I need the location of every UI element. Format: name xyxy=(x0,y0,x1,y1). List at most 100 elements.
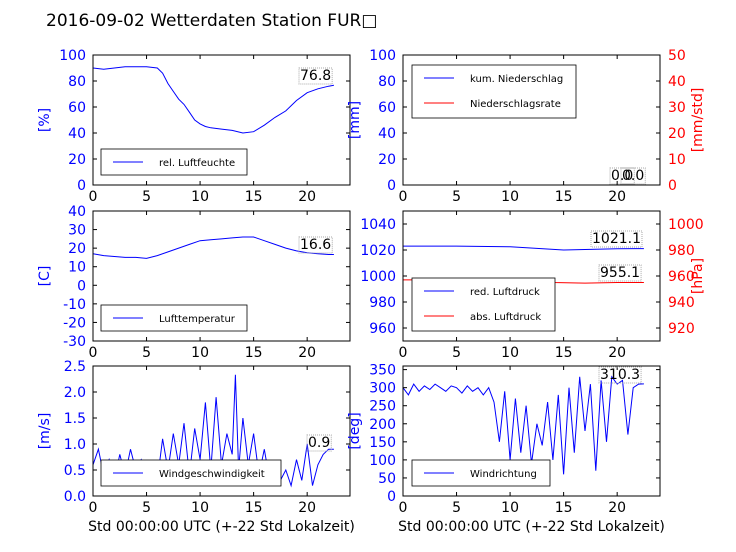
value-box xyxy=(590,230,643,248)
legend: rel. Luftfeuchte xyxy=(100,148,248,176)
legend: red. Luftdruck abs. Luftdruck xyxy=(411,277,556,332)
chart-humidity: 0 5 10 15 20 0 20 40 60 80 100 [%] 76.8 rel. Luftfeuc… xyxy=(37,48,351,205)
x-tick-label: 20 xyxy=(298,189,316,205)
y-tick-label: 0 xyxy=(77,278,86,294)
current-value-label: 310.3 xyxy=(600,367,640,383)
current-value-label: 0.0 xyxy=(622,168,644,184)
y2-tick-label: 940 xyxy=(668,295,695,311)
plot-frame xyxy=(92,210,351,342)
y2-tick-label: 0 xyxy=(668,178,677,194)
chart-precip: 0 5 10 15 20 0 20 40 60 80 100 0 10 20 30 40 50 [mm] [mm/s… xyxy=(347,48,706,205)
legend-box xyxy=(411,277,556,332)
x-axis-label: Std 00:00:00 UTC (+-22 Std Lokalzeit) xyxy=(398,519,665,535)
x-tick-label: 10 xyxy=(501,189,519,205)
x-tick-label: 5 xyxy=(142,500,151,516)
legend-entry: red. Luftdruck xyxy=(470,287,540,298)
x-tick-label: 15 xyxy=(245,500,263,516)
y-tick-label: -20 xyxy=(63,315,86,331)
plot-frame xyxy=(402,54,661,186)
current-value-label: 0.9 xyxy=(308,435,330,451)
x-tick-label: 20 xyxy=(608,345,626,361)
y2-tick-label: 920 xyxy=(668,321,695,337)
y-tick-label: 2.0 xyxy=(64,385,86,401)
y-tick-label: 0.5 xyxy=(64,463,86,479)
y-tick-label: 100 xyxy=(59,48,86,64)
y-tick-label: 60 xyxy=(378,100,396,116)
x-tick-label: 15 xyxy=(245,345,263,361)
y2-tick-label: 30 xyxy=(668,100,686,116)
chart-pressure: 0 5 10 15 20 960 980 1000 1020 1040 920 940 960 980 10… xyxy=(360,210,706,361)
y-tick-label: 1020 xyxy=(360,243,396,259)
current-value-label: 0.0 xyxy=(611,168,633,184)
y-tick-label: 980 xyxy=(369,295,396,311)
legend-entry: abs. Luftdruck xyxy=(470,312,541,323)
x-tick-label: 5 xyxy=(142,345,151,361)
x-tick-label: 0 xyxy=(399,500,408,516)
x-tick-label: 5 xyxy=(452,500,461,516)
y2-tick-label: 960 xyxy=(668,269,695,285)
current-value-label: 1021.1 xyxy=(592,231,641,247)
x-tick-label: 15 xyxy=(555,345,573,361)
chart-wind-speed: 0 5 10 15 20 0.0 0.5 1.0 1.5 2.0 2.5 [m/s] Std 00:00… xyxy=(37,359,355,535)
x-tick-label: 10 xyxy=(191,189,209,205)
y-tick-label: 0 xyxy=(387,178,396,194)
y-tick-label: 0.0 xyxy=(64,489,86,505)
y2-axis-label: [hPa] xyxy=(690,258,706,294)
series-line-rel-luftfeuchte xyxy=(92,66,334,134)
y-axis-label: [C] xyxy=(37,266,53,287)
value-box xyxy=(598,264,642,282)
y-tick-label: 40 xyxy=(68,126,86,142)
plot-frame xyxy=(402,365,661,497)
x-tick-label: 5 xyxy=(452,189,461,205)
y-tick-label: 150 xyxy=(369,435,396,451)
y-tick-label: 50 xyxy=(378,471,396,487)
y-tick-label: 2.5 xyxy=(64,359,86,375)
y-tick-label: 0 xyxy=(387,489,396,505)
y-tick-label: 250 xyxy=(369,399,396,415)
y2-tick-label: 50 xyxy=(668,48,686,64)
legend: Lufttemperatur xyxy=(100,304,248,332)
y-tick-label: 200 xyxy=(369,417,396,433)
plot-frame xyxy=(92,54,351,186)
y-tick-label: 80 xyxy=(68,74,86,90)
x-tick-label: 0 xyxy=(89,345,98,361)
y-tick-label: 60 xyxy=(68,100,86,116)
legend-entry: kum. Niederschlag xyxy=(470,74,563,85)
legend: Windgeschwindigkeit xyxy=(100,459,282,487)
x-tick-label: 10 xyxy=(191,345,209,361)
legend-entry: Windgeschwindigkeit xyxy=(159,469,265,480)
y-tick-label: 40 xyxy=(68,204,86,220)
x-axis-label: Std 00:00:00 UTC (+-22 Std Lokalzeit) xyxy=(88,519,355,535)
y-axis-label: [%] xyxy=(37,108,53,132)
value-box xyxy=(298,236,333,254)
x-tick-label: 15 xyxy=(555,500,573,516)
x-tick-label: 20 xyxy=(608,500,626,516)
current-value-label: 955.1 xyxy=(600,265,640,281)
x-tick-label: 20 xyxy=(298,500,316,516)
x-tick-label: 0 xyxy=(399,345,408,361)
y-tick-label: 1040 xyxy=(360,217,396,233)
x-tick-label: 15 xyxy=(555,189,573,205)
x-tick-label: 5 xyxy=(452,345,461,361)
legend-entry: Niederschlagsrate xyxy=(470,99,561,110)
y2-tick-label: 980 xyxy=(668,243,695,259)
y-tick-label: 100 xyxy=(369,453,396,469)
y-tick-label: 960 xyxy=(369,321,396,337)
value-box xyxy=(306,434,332,452)
value-box xyxy=(620,167,646,185)
y-axis-label: [m/s] xyxy=(37,413,53,450)
y-tick-label: 80 xyxy=(378,74,396,90)
x-tick-label: 10 xyxy=(501,500,519,516)
y-tick-label: 0 xyxy=(77,178,86,194)
x-tick-label: 10 xyxy=(191,500,209,516)
y-tick-label: 350 xyxy=(369,363,396,379)
legend-entry: Windrichtung xyxy=(470,469,537,480)
y-tick-label: 10 xyxy=(68,260,86,276)
y2-tick-label: 1000 xyxy=(668,217,704,233)
y2-tick-label: 20 xyxy=(668,126,686,142)
value-box xyxy=(598,366,642,384)
y-tick-label: 300 xyxy=(369,381,396,397)
legend-entry: Lufttemperatur xyxy=(159,314,236,325)
